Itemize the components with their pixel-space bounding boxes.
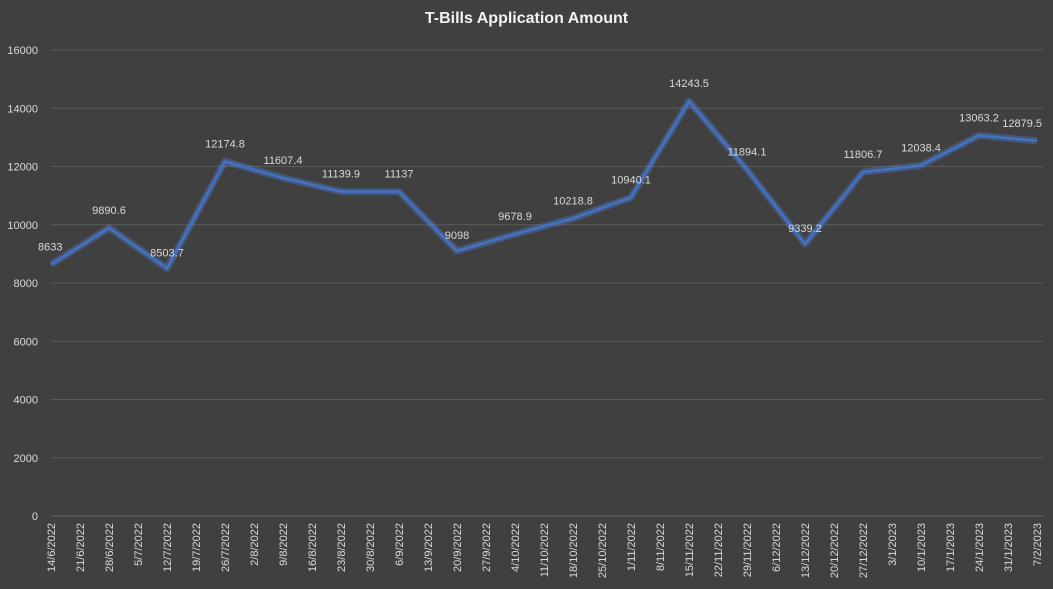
x-tick-label: 19/7/2022 — [191, 523, 203, 572]
x-tick-label: 31/1/2023 — [1003, 523, 1015, 572]
series-line-glow — [49, 97, 1038, 272]
data-label: 9339.2 — [788, 223, 822, 235]
x-tick-label: 28/6/2022 — [104, 523, 116, 572]
x-tick-label: 12/7/2022 — [162, 523, 174, 572]
x-tick-label: 4/10/2022 — [510, 523, 522, 572]
data-label: 14243.5 — [669, 78, 709, 90]
data-label: 12879.5 — [1002, 118, 1042, 130]
x-tick-label: 8/11/2022 — [655, 523, 667, 571]
data-label: 11607.4 — [264, 155, 303, 167]
y-tick-label: 2000 — [14, 453, 38, 465]
x-tick-label: 1/11/2022 — [626, 523, 638, 571]
x-tick-label: 13/9/2022 — [423, 523, 435, 572]
x-tick-label: 6/9/2022 — [394, 523, 406, 566]
x-tick-label: 20/9/2022 — [452, 523, 464, 572]
data-label: 11806.7 — [844, 149, 883, 161]
data-label: 11894.1 — [728, 147, 767, 159]
chart-title: T-Bills Application Amount — [424, 10, 629, 27]
x-tick-label: 18/10/2022 — [568, 523, 580, 578]
x-tick-label: 27/9/2022 — [481, 523, 493, 572]
x-tick-label: 22/11/2022 — [713, 523, 725, 577]
y-tick-label: 16000 — [7, 45, 38, 57]
y-tick-label: 12000 — [7, 162, 38, 174]
series-line — [50, 99, 1038, 270]
data-label: 8503.7 — [150, 247, 184, 259]
x-tick-label: 2/8/2022 — [249, 523, 261, 566]
data-label: 9678.9 — [498, 211, 532, 223]
y-tick-label: 8000 — [14, 278, 38, 290]
x-tick-label: 20/12/2022 — [829, 523, 841, 578]
x-tick-label: 9/8/2022 — [278, 523, 290, 566]
x-tick-label: 16/8/2022 — [307, 523, 319, 572]
x-tick-label: 30/8/2022 — [365, 523, 377, 572]
y-tick-label: 6000 — [14, 336, 38, 348]
data-label: 11137 — [385, 169, 414, 181]
x-tick-label: 3/1/2023 — [887, 523, 899, 566]
x-tick-label: 17/1/2023 — [945, 523, 957, 572]
x-tick-label: 13/12/2022 — [800, 523, 812, 578]
data-label: 11139.9 — [322, 169, 360, 181]
x-tick-label: 27/12/2022 — [858, 523, 870, 578]
y-tick-label: 14000 — [7, 103, 38, 115]
x-tick-label: 6/12/2022 — [771, 523, 783, 572]
x-tick-label: 14/6/2022 — [46, 523, 58, 572]
data-label: 13063.2 — [959, 113, 999, 125]
data-label: 8633 — [38, 242, 62, 254]
data-label: 9098 — [445, 230, 469, 242]
x-tick-label: 10/1/2023 — [916, 523, 928, 572]
data-label: 9890.6 — [92, 205, 126, 217]
y-tick-label: 10000 — [7, 220, 38, 232]
x-tick-label: 24/1/2023 — [974, 523, 986, 572]
x-tick-label: 23/8/2022 — [336, 523, 348, 572]
x-tick-label: 7/2/2023 — [1032, 523, 1044, 566]
y-tick-label: 0 — [32, 511, 38, 523]
x-tick-label: 11/10/2022 — [539, 523, 551, 577]
data-label: 10218.8 — [553, 195, 593, 207]
data-label: 10940.1 — [611, 174, 651, 186]
x-tick-label: 21/6/2022 — [75, 523, 87, 572]
data-label: 12174.8 — [205, 138, 245, 150]
x-tick-label: 15/11/2022 — [684, 523, 696, 577]
x-tick-label: 29/11/2022 — [742, 523, 754, 577]
y-tick-label: 4000 — [14, 395, 38, 407]
x-tick-label: 25/10/2022 — [597, 523, 609, 578]
x-tick-label: 5/7/2022 — [133, 523, 145, 566]
x-tick-label: 26/7/2022 — [220, 523, 232, 572]
data-label: 12038.4 — [901, 142, 941, 154]
